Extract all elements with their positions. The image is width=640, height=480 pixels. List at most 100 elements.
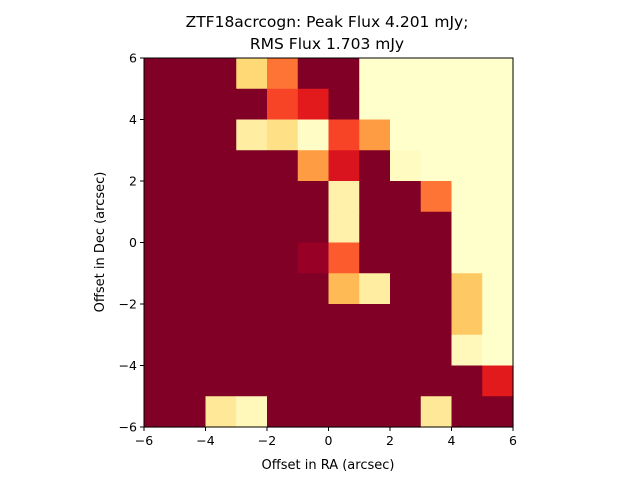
heatmap-cell: [144, 242, 176, 274]
heatmap-cell: [144, 396, 176, 428]
heatmap-cell: [236, 273, 268, 305]
heatmap-cell: [451, 304, 483, 336]
heatmap-cell: [144, 88, 176, 121]
heatmap-cell: [144, 273, 176, 305]
heatmap-cell: [451, 211, 483, 244]
heatmap-cell: [144, 58, 176, 90]
heatmap-cell: [267, 365, 299, 397]
heatmap-cell: [267, 334, 299, 367]
heatmap-cell: [267, 58, 299, 90]
heatmap-cell: [328, 242, 360, 274]
y-tick-label: 2: [129, 174, 137, 189]
heatmap-cell: [390, 304, 422, 336]
heatmap-cell: [359, 365, 391, 397]
heatmap-cell: [482, 181, 514, 213]
heatmap-cell: [451, 273, 483, 305]
heatmap-cell: [267, 150, 299, 182]
heatmap-cell: [205, 58, 237, 90]
heatmap-cell: [205, 181, 237, 213]
heatmap-cell: [482, 211, 514, 244]
heatmap-cell: [267, 304, 299, 336]
heatmap-cell: [174, 273, 207, 305]
y-tick-label: 0: [129, 235, 137, 250]
y-axis-label: Offset in Dec (arcsec): [93, 172, 108, 313]
heatmap-cell: [328, 150, 360, 182]
heatmap-cell: [390, 181, 422, 213]
heatmap-cell: [205, 88, 237, 121]
heatmap-cell: [267, 211, 299, 244]
heatmap-cell: [420, 181, 453, 213]
heatmap-cell: [174, 119, 207, 151]
heatmap-cell: [236, 365, 268, 397]
y-tick-label: 4: [129, 112, 137, 127]
heatmap-cell: [420, 304, 453, 336]
x-tick-label: 0: [325, 433, 333, 448]
heatmap-cell: [174, 365, 207, 397]
y-tick-label: −6: [119, 420, 137, 435]
heatmap-cell: [482, 334, 514, 367]
heatmap-cell: [420, 273, 453, 305]
heatmap-cell: [174, 304, 207, 336]
heatmap-cell: [390, 119, 422, 151]
heatmap-cell: [236, 334, 268, 367]
heatmap-cell: [359, 150, 391, 182]
heatmap-cell: [359, 58, 391, 90]
heatmap-cell: [174, 211, 207, 244]
heatmap-cell: [144, 334, 176, 367]
heatmap-cell: [420, 119, 453, 151]
heatmap-cell: [144, 150, 176, 182]
heatmap-cell: [267, 396, 299, 428]
heatmap-cell: [328, 58, 360, 90]
x-tick-label: −6: [135, 433, 153, 448]
heatmap-cell: [297, 88, 330, 121]
y-tick-label: 6: [129, 51, 137, 66]
heatmap-cell: [359, 119, 391, 151]
y-tick-label: −2: [119, 297, 137, 312]
heatmap-cell: [359, 396, 391, 428]
heatmap-cell: [390, 242, 422, 274]
heatmap-cell: [328, 304, 360, 336]
heatmap-cell: [482, 150, 514, 182]
heatmap-cell: [297, 181, 330, 213]
heatmap-cell: [390, 365, 422, 397]
heatmap-cell: [451, 150, 483, 182]
x-axis-ticks: −6 −4 −2 0 2 4 6: [135, 427, 517, 448]
heatmap-cell: [328, 334, 360, 367]
heatmap-cell: [267, 273, 299, 305]
heatmap-cell: [420, 242, 453, 274]
heatmap-cell: [236, 150, 268, 182]
heatmap-cell: [236, 181, 268, 213]
heatmap-cell: [236, 304, 268, 336]
heatmap-cell: [390, 396, 422, 428]
heatmap-cell: [236, 119, 268, 151]
heatmap-cell: [482, 304, 514, 336]
heatmap-cell: [328, 211, 360, 244]
heatmap-cell: [174, 334, 207, 367]
x-tick-label: 4: [448, 433, 456, 448]
heatmap-cell: [451, 58, 483, 90]
heatmap-cell: [205, 304, 237, 336]
heatmap-cell: [144, 119, 176, 151]
heatmap-cell: [236, 58, 268, 90]
heatmap-cell: [482, 396, 514, 428]
heatmap-cell: [359, 334, 391, 367]
heatmap-cell: [328, 181, 360, 213]
heatmap-cell: [451, 181, 483, 213]
heatmap-cell: [451, 242, 483, 274]
heatmap-cell: [390, 334, 422, 367]
heatmap-cell: [482, 365, 514, 397]
heatmap-cell: [482, 58, 514, 90]
heatmap-cell: [144, 365, 176, 397]
heatmap-cell: [328, 88, 360, 121]
heatmap-cells: [144, 58, 514, 428]
heatmap-cell: [420, 150, 453, 182]
y-axis-ticks: −6 −4 −2 0 2 4 6: [119, 51, 144, 435]
heatmap-cell: [328, 273, 360, 305]
heatmap-cell: [297, 119, 330, 151]
heatmap-cell: [420, 211, 453, 244]
heatmap-cell: [482, 119, 514, 151]
heatmap-cell: [205, 242, 237, 274]
heatmap-cell: [205, 150, 237, 182]
heatmap-cell: [420, 365, 453, 397]
heatmap-cell: [420, 88, 453, 121]
